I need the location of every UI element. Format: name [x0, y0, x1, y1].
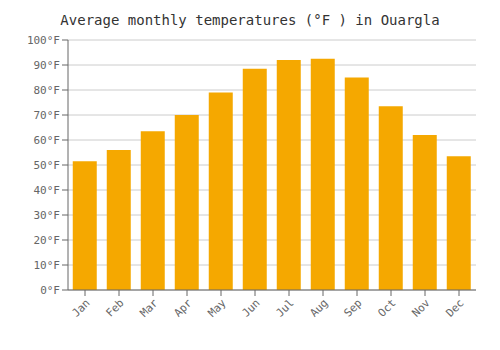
svg-text:Jul: Jul: [273, 296, 296, 319]
svg-text:May: May: [205, 296, 229, 320]
svg-text:Sep: Sep: [341, 296, 364, 319]
svg-text:Jan: Jan: [69, 296, 92, 319]
svg-text:90°F: 90°F: [34, 59, 61, 72]
svg-text:Jun: Jun: [239, 296, 262, 319]
svg-text:0°F: 0°F: [40, 284, 60, 297]
svg-text:40°F: 40°F: [34, 184, 61, 197]
svg-text:10°F: 10°F: [34, 259, 61, 272]
svg-text:80°F: 80°F: [34, 84, 61, 97]
svg-text:70°F: 70°F: [34, 109, 61, 122]
svg-text:Feb: Feb: [103, 296, 126, 319]
svg-text:30°F: 30°F: [34, 209, 61, 222]
svg-text:20°F: 20°F: [34, 234, 61, 247]
svg-text:Apr: Apr: [171, 296, 195, 320]
html-text:Average monthly temperatures (: Average monthly temperatures (°F ) in Ou…: [60, 12, 440, 28]
svg-text:Mar: Mar: [137, 296, 161, 320]
svg-text:100°F: 100°F: [27, 34, 60, 47]
svg-text:Oct: Oct: [375, 296, 398, 319]
svg-text:50°F: 50°F: [34, 159, 61, 172]
svg-text:Aug: Aug: [307, 296, 330, 319]
svg-text:60°F: 60°F: [34, 134, 61, 147]
svg-text:Dec: Dec: [443, 296, 466, 319]
svg-text:Nov: Nov: [409, 296, 433, 320]
